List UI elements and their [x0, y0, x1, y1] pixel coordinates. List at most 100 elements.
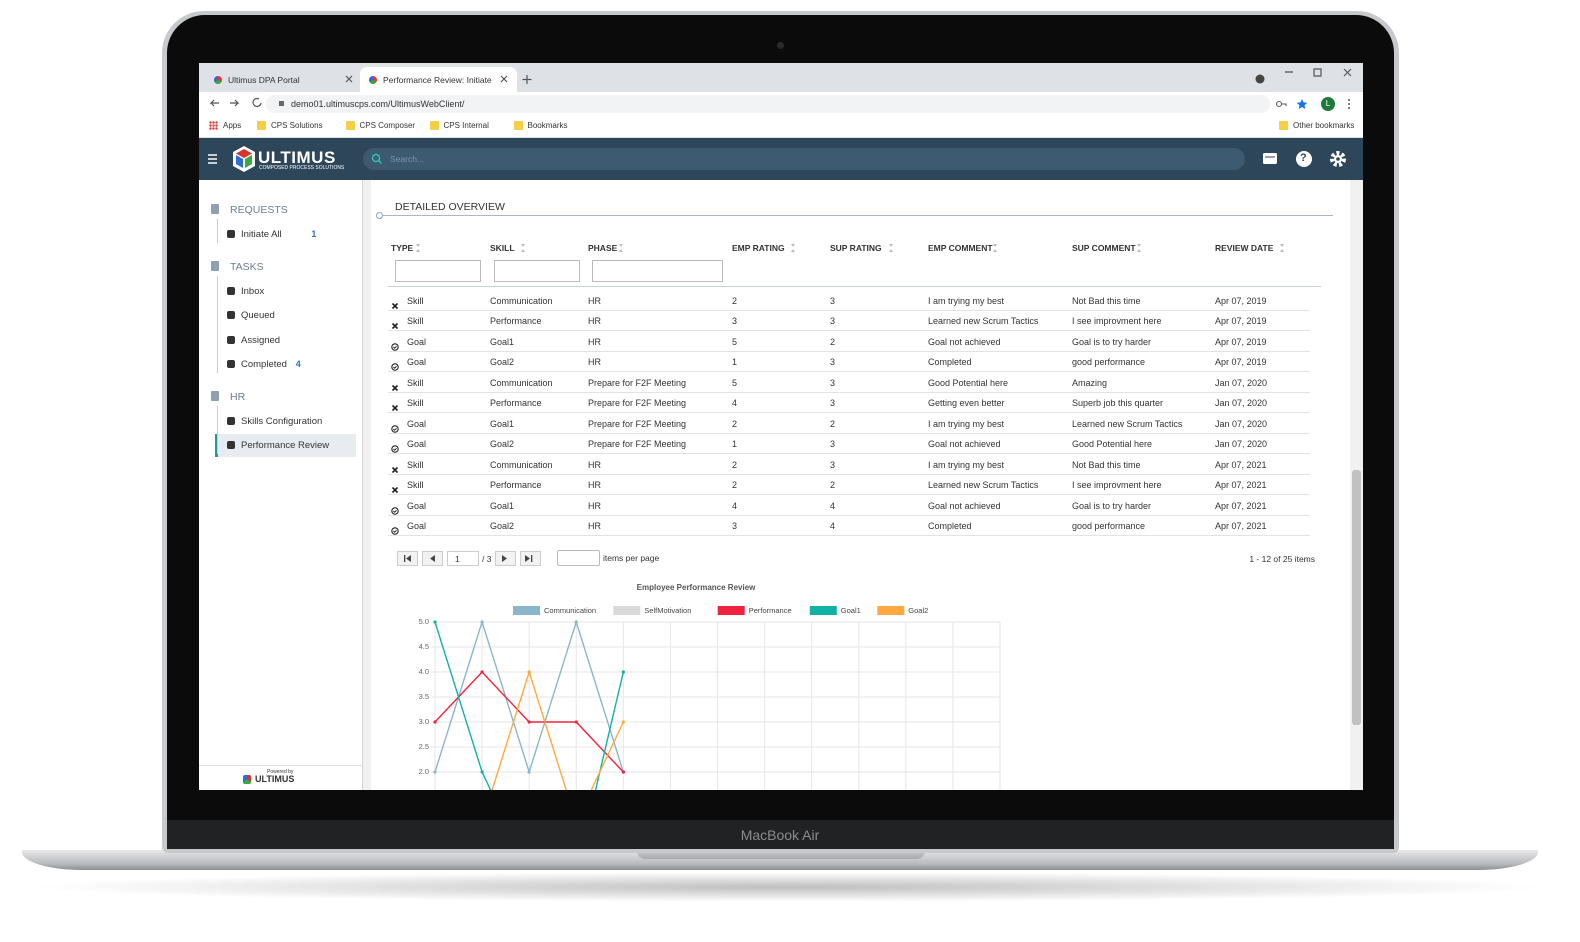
- cell: 3: [830, 357, 836, 368]
- bookmark[interactable]: CPS Internal: [443, 121, 489, 130]
- cell: Prepare for F2F Meeting: [588, 418, 687, 429]
- sidebar-footer: [199, 765, 363, 790]
- chart-title: Employee Performance Review: [637, 583, 756, 592]
- column-header[interactable]: REVIEW DATE: [1215, 243, 1274, 253]
- url[interactable]: demo01.ultimuscps.com/UltimusWebClient/: [291, 99, 465, 109]
- bookmark[interactable]: CPS Solutions: [271, 121, 323, 130]
- active-item[interactable]: [215, 434, 356, 457]
- sidebar-item[interactable]: Inbox: [241, 285, 265, 297]
- browser-controls: [199, 68, 1363, 138]
- bookmark[interactable]: Bookmarks: [527, 121, 568, 130]
- column-header[interactable]: SUP COMMENT: [1072, 243, 1136, 253]
- active-tab[interactable]: [360, 67, 517, 92]
- item-icon: [227, 311, 235, 319]
- scroll-thumb[interactable]: [1352, 470, 1361, 725]
- sort-icon[interactable]: [791, 244, 795, 252]
- cell: HR: [588, 459, 601, 470]
- series-line: [434, 621, 625, 790]
- data-point: [574, 720, 578, 724]
- cell: 2: [830, 480, 836, 491]
- sidebar-item[interactable]: Assigned: [241, 334, 281, 346]
- bookmark[interactable]: Other bookmarks: [1293, 121, 1355, 130]
- sort-icon[interactable]: [619, 244, 623, 252]
- row-rule: [388, 534, 1310, 536]
- column-header[interactable]: PHASE: [588, 243, 618, 253]
- cell: Apr 07, 2019: [1215, 336, 1267, 347]
- help-icon[interactable]: ?: [1300, 152, 1307, 164]
- tab-title[interactable]: Ultimus DPA Portal: [228, 75, 300, 85]
- cell: HR: [588, 336, 601, 347]
- item-count: 1: [311, 229, 317, 239]
- filter-input[interactable]: [592, 260, 723, 282]
- profile-initial[interactable]: L: [1325, 99, 1331, 108]
- sort-icon[interactable]: [992, 244, 997, 252]
- row-rule: [388, 432, 1310, 434]
- tab-title[interactable]: Performance Review: Initiate: [383, 75, 492, 85]
- cell: Goal1: [490, 418, 515, 429]
- column-header[interactable]: SUP RATING: [830, 243, 882, 253]
- cell: Apr 07, 2021: [1215, 459, 1267, 470]
- legend-swatch: [513, 606, 540, 615]
- sidebar-section: HR: [230, 390, 246, 403]
- page-number: 1: [455, 554, 460, 564]
- folder-icon: [345, 121, 355, 130]
- sort-icon[interactable]: [1279, 244, 1284, 252]
- sort-icon[interactable]: [1136, 244, 1141, 252]
- item-icon: [227, 286, 235, 295]
- sidebar-item[interactable]: Performance Review: [241, 440, 330, 451]
- sidebar-item[interactable]: Queued: [241, 310, 275, 321]
- sort-icon[interactable]: [521, 244, 525, 252]
- cell: I am trying my best: [928, 418, 1005, 429]
- column-header[interactable]: EMP COMMENT: [928, 243, 993, 253]
- cell: Goal: [407, 520, 427, 531]
- cell: Learned new Scrum Tactics: [928, 480, 1039, 491]
- tab-icon: [369, 76, 377, 84]
- apps-icon: [209, 121, 218, 130]
- sidebar-item[interactable]: Completed: [241, 359, 287, 370]
- cell: Goal not achieved: [928, 500, 1001, 511]
- search-placeholder[interactable]: Search...: [390, 154, 425, 164]
- data-point: [621, 670, 625, 674]
- bookmark[interactable]: Apps: [223, 121, 242, 130]
- cell: Apr 07, 2019: [1215, 357, 1267, 368]
- type-icon: [391, 379, 399, 391]
- cell: Good Potential here: [928, 377, 1009, 388]
- column-header[interactable]: TYPE: [391, 243, 414, 253]
- bookmark[interactable]: CPS Composer: [359, 121, 416, 130]
- section-rule: [380, 215, 1333, 216]
- cell: Goal1: [490, 500, 515, 511]
- type-icon: [391, 522, 399, 535]
- logo[interactable]: ULTIMUS: [258, 148, 336, 167]
- row-rule: [388, 453, 1310, 455]
- pager-button[interactable]: [520, 551, 541, 566]
- sidebar-item[interactable]: Skills Configuration: [241, 415, 323, 427]
- item-icon: [227, 335, 235, 344]
- cell: Prepare for F2F Meeting: [588, 398, 687, 409]
- filter-input[interactable]: [494, 260, 580, 282]
- column-header[interactable]: SKILL: [490, 243, 515, 253]
- legend-label: Goal1: [841, 606, 861, 615]
- data-point: [480, 770, 484, 774]
- legend-label: Communication: [544, 606, 596, 615]
- sort-icon[interactable]: [889, 244, 893, 252]
- cell: 4: [732, 500, 738, 511]
- cell: 5: [732, 336, 738, 347]
- cell: Goal: [407, 418, 427, 429]
- row-rule: [388, 330, 1310, 332]
- cell: Jan 07, 2020: [1215, 398, 1268, 409]
- column-header[interactable]: EMP RATING: [732, 243, 785, 253]
- cell: 3: [830, 439, 836, 450]
- y-tick-label: 4.5: [419, 642, 429, 651]
- row-rule: [388, 494, 1310, 496]
- data-point: [433, 620, 437, 624]
- filter-input[interactable]: [395, 260, 481, 282]
- tree-line: [217, 405, 218, 454]
- sidebar-item[interactable]: Initiate All: [241, 229, 282, 240]
- page-size-select[interactable]: [557, 550, 600, 566]
- sort-icon[interactable]: [416, 244, 421, 252]
- data-point: [480, 620, 484, 624]
- cell: Prepare for F2F Meeting: [588, 377, 687, 388]
- type-icon: [391, 502, 399, 515]
- page-input[interactable]: [447, 551, 479, 566]
